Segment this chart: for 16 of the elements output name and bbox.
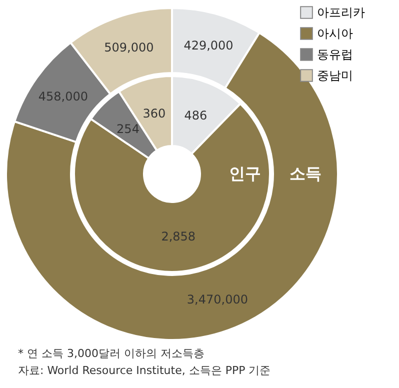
- data-label: 429,000: [184, 38, 234, 53]
- slice-label: 인구: [229, 164, 261, 183]
- text: 자료: World Resource Institute, 소득은 PPP 기준: [18, 364, 271, 377]
- text: * 연 소득 3,000달러 이하의 저소득층: [18, 347, 204, 360]
- legend-label: 아시아: [317, 26, 353, 40]
- data-label: 486: [184, 108, 208, 123]
- data-label: 360: [142, 106, 166, 121]
- data-label: 3,470,000: [186, 292, 248, 307]
- data-label: 458,000: [38, 90, 88, 104]
- legend-label: 아프리카: [317, 6, 365, 20]
- data-label: 509,000: [104, 40, 154, 55]
- data-label: 2,858: [161, 230, 196, 244]
- slice-label: 소득: [290, 164, 322, 183]
- legend-label: 중남미: [317, 68, 353, 82]
- data-label: 254: [116, 122, 140, 136]
- legend-label: 동유럽: [317, 48, 353, 62]
